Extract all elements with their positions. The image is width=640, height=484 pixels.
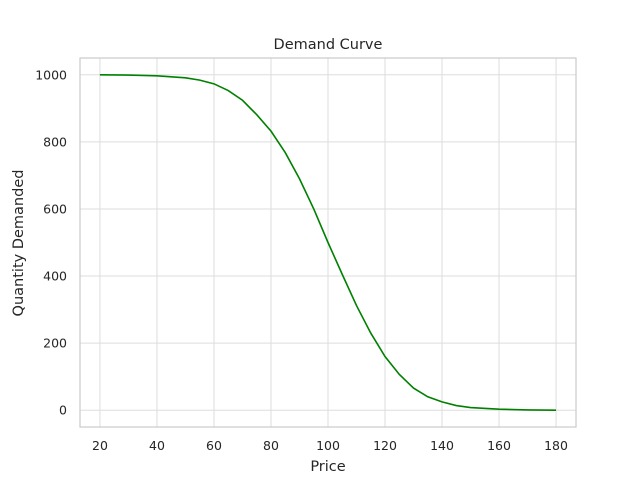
chart-title: Demand Curve [274,37,383,53]
x-tick-label: 60 [206,438,222,453]
y-tick-label: 0 [59,403,67,418]
y-tick-label: 600 [43,201,67,216]
x-axis-label: Price [310,459,345,475]
x-tick-label: 180 [544,438,568,453]
x-tick-label: 100 [316,438,340,453]
x-tick-label: 20 [92,438,108,453]
demand-series-line [99,73,557,412]
x-tick-label: 140 [430,438,454,453]
x-tick-label: 160 [487,438,511,453]
plot-frame [79,57,577,428]
x-tick-label: 120 [373,438,397,453]
tick-labels: 20 40 60 80 100 120 140 160 180 0 200 400 600 800 1000 [35,67,568,453]
y-axis-label: Quantity Demanded [11,170,27,317]
y-tick-label: 200 [43,336,67,351]
x-tick-label: 80 [263,438,279,453]
y-tick-label: 800 [43,134,67,149]
y-tick-label: 400 [43,269,67,284]
x-tick-label: 40 [149,438,165,453]
y-tick-label: 1000 [35,67,67,82]
